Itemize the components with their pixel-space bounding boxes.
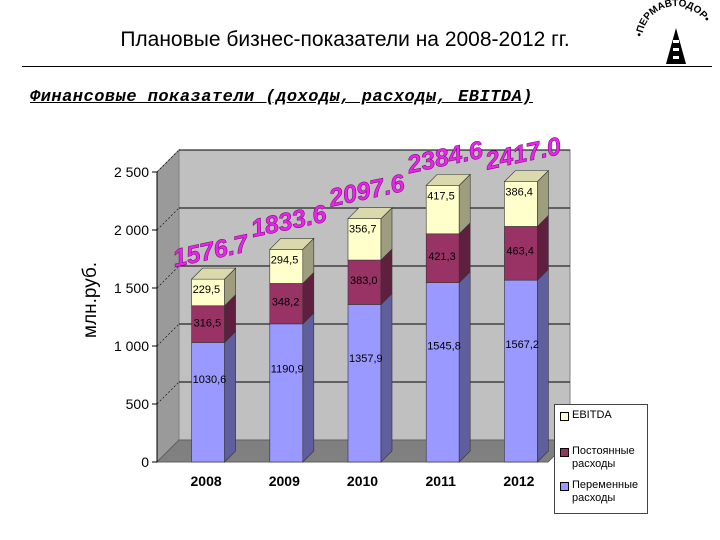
bar-ebitda-2009 [269, 249, 304, 284]
gridline-depth [156, 265, 180, 289]
legend-label-fixed: Постоянные расходы [572, 445, 635, 470]
title-divider [22, 66, 712, 67]
bar-ebitda-2010 [347, 218, 382, 261]
bar-fixed-cost-2011 [425, 233, 460, 283]
data-label-variable-cost-2012: 1567,2 [505, 339, 539, 351]
data-label-fixed-cost-2011: 421,3 [428, 251, 456, 263]
legend-item-fixed: Постоянные расходы [560, 445, 646, 471]
legend-item-variable: Переменные расходы [560, 479, 646, 505]
data-label-ebitda-2009: 294,5 [271, 254, 299, 266]
bar-top-2012 [503, 170, 550, 182]
bar-variable-cost-2012 [504, 279, 538, 463]
bar-side-variable-cost-2012 [537, 268, 549, 463]
chart-side-wall [156, 148, 180, 464]
y-tick-label: 2 000 [114, 222, 149, 238]
data-label-variable-cost-2009: 1190,9 [271, 364, 304, 376]
bar-top-2010 [347, 207, 393, 219]
data-label-fixed-cost-2008: 316,5 [194, 317, 222, 329]
data-label-fixed-cost-2009: 348,2 [272, 297, 300, 309]
y-tick-label: 1 500 [114, 280, 149, 296]
bar-top-2009 [269, 238, 315, 250]
data-label-variable-cost-2008: 1030,6 [193, 374, 227, 386]
legend-label-ebitda: EBITDA [572, 409, 612, 421]
bar-side-variable-cost-2009 [302, 312, 315, 463]
y-tick-label: 2 500 [114, 164, 149, 180]
bar-top-2011 [425, 174, 471, 186]
data-label-ebitda-2012: 386,4 [505, 187, 533, 199]
gridline-depth [156, 323, 180, 347]
legend-item-ebitda: EBITDA [560, 409, 646, 422]
bar-side-variable-cost-2011 [458, 270, 471, 463]
data-label-variable-cost-2011: 1545,8 [427, 341, 461, 353]
y-axis-title: млн.руб. [80, 262, 101, 338]
legend-swatch-fixed [560, 448, 569, 457]
bar-ebitda-2011 [425, 185, 460, 235]
data-label-fixed-cost-2012: 463,4 [506, 246, 534, 258]
bar-fixed-cost-2010 [347, 259, 382, 305]
x-tick-label-2008: 2008 [191, 473, 222, 489]
data-label-ebitda-2010: 356,7 [349, 224, 377, 236]
data-label-ebitda-2008: 229,5 [193, 284, 221, 296]
bar-side-variable-cost-2008 [224, 330, 236, 463]
y-tick-label: 500 [126, 396, 150, 412]
bar-variable-cost-2008 [191, 342, 225, 463]
x-tick-label-2012: 2012 [503, 473, 534, 489]
legend-swatch-variable [560, 482, 569, 491]
bar-side-variable-cost-2010 [380, 292, 393, 463]
y-tick-label: 1 000 [114, 338, 149, 354]
gridline-depth [156, 149, 180, 173]
bar-fixed-cost-2009 [269, 283, 304, 325]
x-tick-label-2011: 2011 [426, 473, 457, 489]
data-label-fixed-cost-2010: 383,0 [350, 275, 378, 287]
legend-label-variable: Переменные расходы [572, 479, 639, 504]
bar-top-2008 [190, 267, 237, 280]
bar-variable-cost-2009 [269, 323, 304, 463]
bar-variable-cost-2011 [425, 282, 460, 463]
chart-legend: EBITDA Постоянные расходы Переменные рас… [554, 404, 648, 514]
bar-ebitda-2012 [504, 181, 538, 227]
gridline-depth [156, 207, 180, 231]
bar-fixed-cost-2012 [504, 226, 538, 281]
section-subtitle: Финансовые показатели (доходы, расходы, … [30, 88, 533, 107]
x-tick-label-2009: 2009 [269, 473, 300, 489]
bar-fixed-cost-2008 [191, 305, 225, 343]
data-label-variable-cost-2010: 1357,9 [349, 353, 383, 365]
data-label-ebitda-2011: 417,5 [427, 190, 455, 202]
x-tick-label-2010: 2010 [347, 473, 378, 489]
gridline-depth [156, 381, 180, 405]
company-logo: •ПЕРМАВТОДОР• [634, 0, 712, 64]
y-tick-label: 0 [141, 454, 149, 470]
bar-variable-cost-2010 [347, 304, 382, 463]
legend-swatch-ebitda [560, 412, 569, 421]
page-title: Плановые бизнес-показатели на 2008-2012 … [120, 28, 570, 51]
